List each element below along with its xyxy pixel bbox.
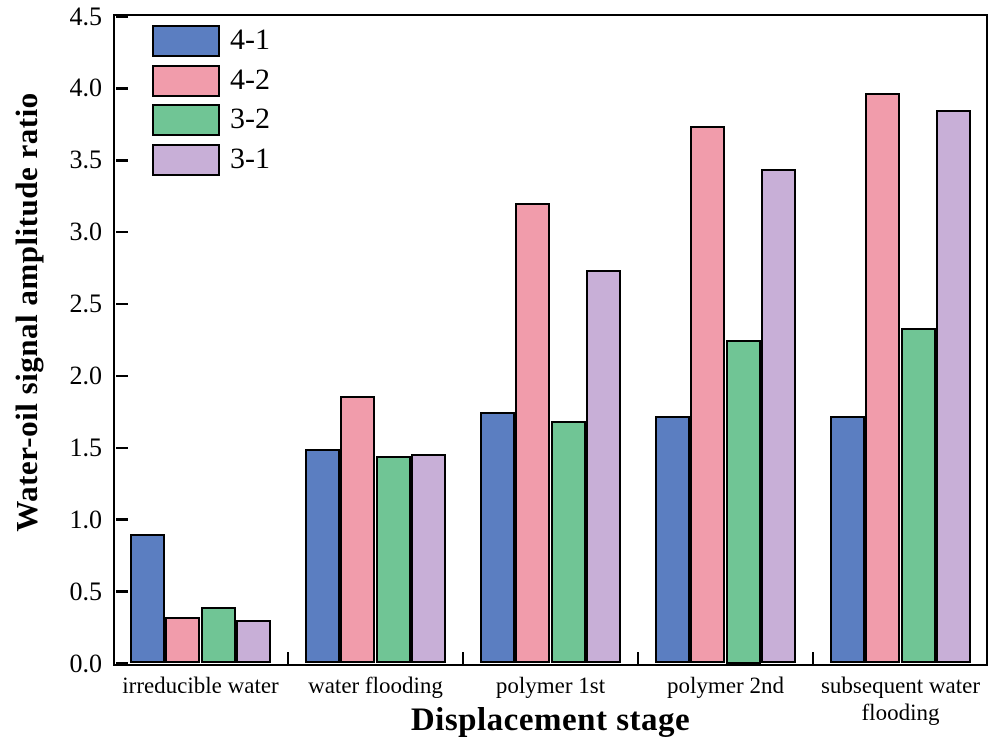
bar-4-2-irreducible-water [165,617,201,664]
y-tick-mark-3.5 [115,159,128,162]
y-tick-mark-0.0 [115,662,128,665]
legend-swatch-4-2 [152,64,220,97]
y-tick-label-3.5: 3.5 [69,145,103,175]
bar-3-2-water-flooding [375,456,411,664]
y-tick-label-1.0: 1.0 [69,504,103,534]
y-tick-label-0.5: 0.5 [69,576,103,606]
y-tick-label-0.0: 0.0 [69,648,103,678]
x-tick-mark-1 [286,651,290,664]
bar-3-2-subsequent-water-flooding [900,328,936,664]
y-tick-mark-1.0 [115,518,128,521]
bar-3-1-subsequent-water-flooding [935,109,972,664]
legend-label-3-2: 3-2 [230,102,270,135]
bar-4-1-irreducible-water [129,534,166,664]
y-tick-mark-2.0 [115,374,128,378]
legend-label-4-2: 4-2 [230,62,270,96]
bar-3-1-polymer-2nd [760,168,797,664]
bar-4-1-polymer-1st [479,411,516,664]
x-axis-title: Displacement stage [410,702,691,738]
bar-3-1-irreducible-water [235,620,272,664]
x-category-label-polymer-2nd: polymer 2nd [667,673,784,698]
y-tick-mark-4.0 [115,87,128,90]
bar-4-1-subsequent-water-flooding [829,416,866,664]
x-tick-mark-3 [636,651,640,664]
bar-4-2-polymer-1st [515,203,551,664]
bar-4-1-water-flooding [304,449,341,664]
bar-4-2-polymer-2nd [690,125,726,664]
bar-3-1-polymer-1st [585,269,622,664]
y-tick-mark-2.5 [115,302,128,306]
y-tick-label-1.5: 1.5 [69,432,103,462]
y-tick-label-4.0: 4.0 [69,73,103,103]
y-tick-label-2.0: 2.0 [69,360,103,390]
x-category-label-subsequent-water-flooding: subsequent water flooding [820,673,981,725]
bar-4-2-water-flooding [340,396,376,664]
bar-3-2-polymer-2nd [725,340,761,664]
bar-4-2-subsequent-water-flooding [865,92,901,664]
y-tick-label-2.5: 2.5 [69,289,103,319]
bar-3-2-irreducible-water [200,607,236,664]
y-tick-label-3.0: 3.0 [69,217,103,247]
legend-swatch-4-1 [152,25,220,57]
y-tick-mark-0.5 [115,590,128,593]
legend-swatch-3-2 [152,104,220,136]
bar-4-1-polymer-2nd [654,416,691,664]
y-tick-mark-3.0 [115,230,128,234]
legend-label-4-1: 4-1 [230,23,270,56]
x-tick-mark-2 [461,651,465,664]
bar-3-1-water-flooding [410,453,447,664]
y-tick-mark-1.5 [115,446,128,450]
y-tick-mark-4.5 [115,15,128,18]
legend-label-3-1: 3-1 [230,141,270,175]
x-tick-mark-4 [811,651,815,664]
y-tick-label-4.5: 4.5 [69,1,103,31]
x-category-label-irreducible-water: irreducible water [122,673,279,698]
x-category-label-water-flooding: water flooding [308,673,443,698]
bar-3-2-polymer-1st [550,420,586,664]
legend-swatch-3-1 [152,143,220,176]
x-category-label-polymer-1st: polymer 1st [495,673,606,698]
